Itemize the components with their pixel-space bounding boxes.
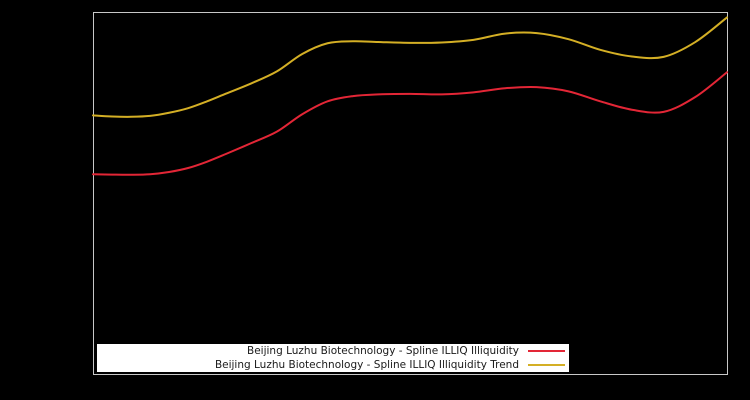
legend-label-illiquidity: Beijing Luzhu Biotechnology - Spline ILL… xyxy=(247,345,519,357)
legend-item-illiquidity[interactable]: Beijing Luzhu Biotechnology - Spline ILL… xyxy=(97,344,569,358)
series-line-illiquidity xyxy=(92,71,728,176)
data-series-layer xyxy=(92,16,728,176)
series-line-illiquidity-trend xyxy=(92,16,728,118)
legend-swatch-illiquidity xyxy=(528,350,565,352)
chart-legend: Beijing Luzhu Biotechnology - Spline ILL… xyxy=(97,344,569,372)
legend-item-illiquidity-trend[interactable]: Beijing Luzhu Biotechnology - Spline ILL… xyxy=(97,358,569,372)
legend-swatch-illiquidity-trend xyxy=(528,364,565,366)
legend-label-illiquidity-trend: Beijing Luzhu Biotechnology - Spline ILL… xyxy=(214,359,519,371)
